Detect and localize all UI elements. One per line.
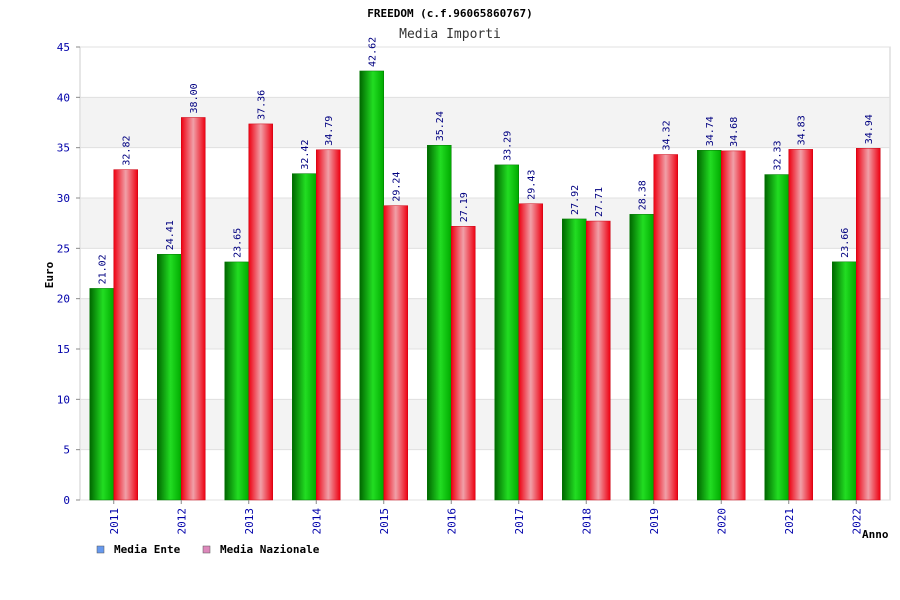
data-label: 27.92	[570, 185, 581, 215]
y-tick-label: 35	[57, 142, 70, 155]
x-tick-label: 2016	[445, 508, 458, 535]
bar-media-nazionale-2021	[788, 149, 813, 501]
data-label: 34.79	[324, 116, 335, 146]
data-label: 23.65	[233, 228, 244, 258]
data-label: 28.38	[638, 180, 649, 210]
data-label: 29.24	[392, 172, 403, 202]
x-tick-label: 2022	[850, 508, 863, 535]
x-tick-label: 2019	[648, 508, 661, 535]
bar-media-nazionale-2013	[248, 123, 273, 501]
grid-band	[81, 97, 889, 148]
bar-media-nazionale-2011	[113, 169, 138, 501]
data-label: 32.82	[122, 136, 133, 166]
x-tick-label: 2021	[783, 508, 796, 535]
data-label: 29.43	[527, 170, 538, 200]
data-label: 34.68	[729, 117, 740, 147]
chart-title: FREEDOM (c.f.96065860767)	[367, 7, 533, 20]
x-tick-label: 2015	[378, 508, 391, 535]
bar-media-nazionale-2014	[316, 149, 341, 501]
x-tick-label: 2014	[310, 508, 323, 535]
plot-area	[79, 46, 891, 501]
bar-media-nazionale-2015	[383, 205, 408, 501]
bar-media-ente-2022	[832, 261, 857, 501]
grid-band	[81, 298, 889, 349]
legend-label-media-ente: Media Ente	[114, 543, 181, 556]
data-label: 34.32	[662, 120, 673, 150]
data-label: 42.62	[368, 37, 379, 67]
data-label: 34.74	[705, 116, 716, 146]
x-tick-label: 2011	[108, 508, 121, 535]
bar-media-ente-2013	[224, 261, 249, 501]
bar-media-ente-2016	[427, 145, 452, 501]
x-tick-label: 2017	[513, 508, 526, 535]
grid-lines	[80, 46, 890, 501]
y-tick-label: 25	[57, 242, 70, 255]
chart-subtitle: Media Importi	[399, 27, 501, 42]
bar-media-ente-2018	[562, 218, 587, 501]
data-label: 33.29	[503, 131, 514, 161]
data-label: 34.94	[864, 114, 875, 144]
grid-band	[81, 399, 889, 450]
bar-media-nazionale-2022	[856, 148, 881, 501]
legend-swatch-media-ente	[96, 545, 105, 554]
bar-media-ente-2014	[292, 173, 317, 501]
bar-media-ente-2019	[629, 214, 654, 501]
x-tick-label: 2018	[580, 508, 593, 535]
y-tick-label: 15	[57, 343, 70, 356]
y-tick-label: 5	[63, 444, 70, 457]
bar-media-ente-2012	[157, 254, 182, 501]
bar-media-ente-2011	[89, 288, 114, 501]
y-tick-label: 45	[57, 41, 70, 54]
y-tick-label: 0	[63, 494, 70, 507]
x-tick-label: 2013	[243, 508, 256, 535]
y-tick-label: 10	[57, 393, 70, 406]
legend: Media Ente Media Nazionale	[96, 543, 320, 556]
data-label: 38.00	[189, 83, 200, 113]
bar-media-nazionale-2012	[181, 117, 206, 501]
data-label: 35.24	[435, 111, 446, 141]
bar-media-ente-2021	[764, 174, 789, 501]
x-tick-label: 2012	[175, 508, 188, 535]
data-label: 23.66	[840, 228, 851, 258]
bar-media-ente-2020	[697, 150, 722, 501]
bar-media-nazionale-2016	[451, 226, 476, 501]
x-tick-label: 2020	[715, 508, 728, 535]
bars: 21.02 32.82 24.41 38.00 23.65 37.36 32.42 34.79…	[89, 37, 881, 501]
y-axis-label: Euro	[43, 261, 56, 288]
bar-media-nazionale-2020	[721, 150, 746, 501]
x-axis-ticks: 2011 2012 2013 2014 2015 2016 2017 2018 2019 2020…	[108, 500, 863, 535]
bar-media-nazionale-2019	[653, 154, 678, 501]
y-tick-label: 20	[57, 293, 70, 306]
y-axis-ticks: 0 5 10 15 20 25 30 35 40 45	[57, 41, 80, 507]
bar-media-ente-2015	[359, 70, 384, 501]
grid-band	[81, 198, 889, 249]
data-label: 24.41	[165, 220, 176, 250]
data-label: 34.83	[797, 115, 808, 145]
data-label: 37.36	[257, 90, 268, 120]
data-label: 27.71	[594, 187, 605, 217]
legend-label-media-nazionale: Media Nazionale	[220, 543, 320, 556]
legend-swatch-media-nazionale	[202, 545, 211, 554]
bar-media-nazionale-2017	[518, 203, 543, 501]
y-tick-label: 30	[57, 192, 70, 205]
data-label: 27.19	[459, 192, 470, 222]
bar-media-nazionale-2018	[586, 220, 611, 501]
bar-media-ente-2017	[494, 164, 519, 501]
y-tick-label: 40	[57, 91, 70, 104]
data-label: 21.02	[98, 254, 109, 284]
data-label: 32.33	[773, 140, 784, 170]
x-axis-label: Anno	[862, 528, 889, 541]
data-label: 32.42	[300, 140, 311, 170]
